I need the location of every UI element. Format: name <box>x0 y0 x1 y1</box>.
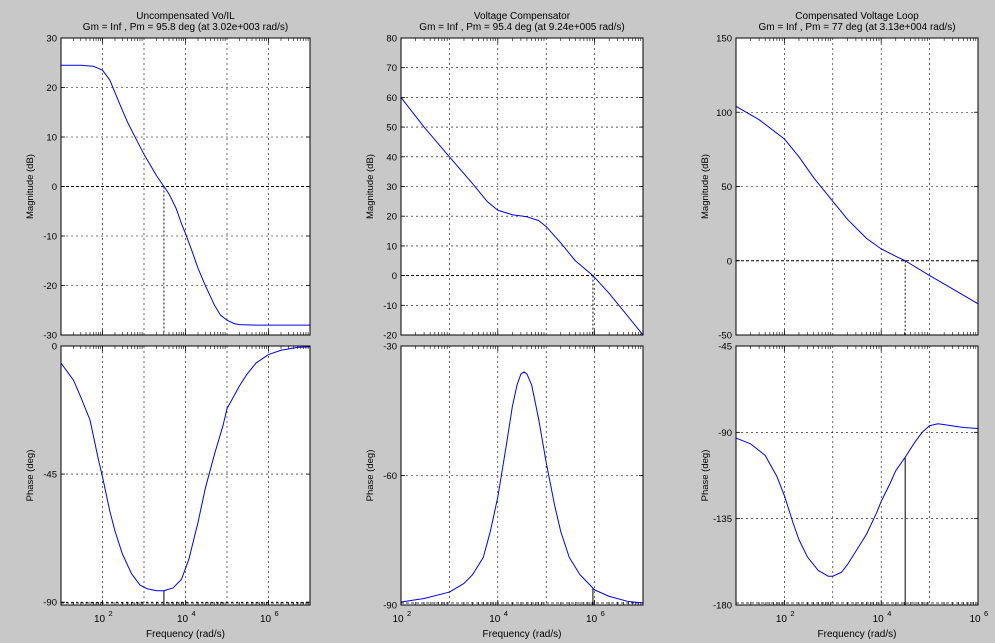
x-tick-label-base: 10 <box>392 614 404 625</box>
y-tick-label: 60 <box>386 93 397 104</box>
y-axis-label: Magnitude (dB) <box>700 154 711 219</box>
phase-curve <box>400 371 644 604</box>
axes-frame <box>735 37 979 336</box>
y-tick-label: 20 <box>46 83 57 94</box>
axes-frame <box>735 345 979 606</box>
y-axis-label: Magnitude (dB) <box>365 154 376 219</box>
y-tick-label: 0 <box>52 182 57 193</box>
y-tick-label: -10 <box>383 301 397 312</box>
magnitude-axes: 80 70 60 50 40 30 20 10 0 -10 -20 Magnitude (dB) <box>365 34 644 342</box>
y-tick-label: -30 <box>43 331 57 342</box>
y-tick-label: -50 <box>718 331 732 342</box>
axes-frame <box>400 345 644 606</box>
x-tick-label-base: 10 <box>260 614 272 625</box>
magnitude-axes: 30 20 10 0 -10 -20 -30 Magnitude (dB) <box>25 34 311 342</box>
x-tick-label: 102 <box>94 609 113 625</box>
y-tick-label: -30 <box>383 342 397 353</box>
y-tick-label: 50 <box>386 123 397 134</box>
axes-frame <box>60 37 311 336</box>
y-tick-label: -90 <box>383 601 397 612</box>
panel-title: Voltage Compensator <box>474 11 571 22</box>
panel-subtitle: Gm = Inf , Pm = 95.8 deg (at 3.02e+003 r… <box>83 22 288 33</box>
x-tick-label-base: 10 <box>969 614 981 625</box>
x-tick-label: 106 <box>969 609 988 625</box>
y-axis-label: Phase (deg) <box>25 450 36 502</box>
panel-subtitle: Gm = Inf , Pm = 95.4 deg (at 9.24e+005 r… <box>419 22 624 33</box>
x-tick-label-exponent: 6 <box>275 609 279 618</box>
phase-axes: -30 -60 -90 Phase (deg) <box>365 342 644 612</box>
magnitude-curve <box>61 64 310 326</box>
x-tick-label-base: 10 <box>94 614 106 625</box>
y-tick-label: -180 <box>713 601 732 612</box>
y-tick-label: 0 <box>727 256 732 267</box>
y-tick-label: -45 <box>43 470 57 481</box>
x-tick-label: 102 <box>776 609 795 625</box>
x-tick-label: 106 <box>586 609 605 625</box>
y-tick-label: 40 <box>386 152 397 163</box>
y-tick-label: -60 <box>383 471 397 482</box>
y-axis-label: Phase (deg) <box>365 450 376 502</box>
y-axis-label: Magnitude (dB) <box>25 154 36 219</box>
phase-axes: 0 -45 -90 Phase (deg) <box>25 342 311 609</box>
x-tick-label-exponent: 4 <box>192 609 196 618</box>
x-tick-label-exponent: 2 <box>109 609 113 618</box>
panel-title: Uncompensated Vo/IL <box>136 11 235 22</box>
magnitude-curve <box>400 97 644 336</box>
axes-frame <box>60 345 311 606</box>
y-tick-label: 30 <box>46 34 57 45</box>
magnitude-curve <box>735 105 979 305</box>
y-tick-label: -20 <box>43 281 57 292</box>
y-tick-label: 0 <box>392 271 397 282</box>
panel-title: Compensated Voltage Loop <box>795 11 919 22</box>
y-tick-label: 150 <box>716 34 732 45</box>
y-tick-label: 10 <box>386 241 397 252</box>
x-tick-label: 104 <box>489 609 508 625</box>
axes-frame <box>400 37 644 336</box>
y-tick-label: 20 <box>386 212 397 223</box>
phase-curve <box>60 346 311 592</box>
x-tick-label-base: 10 <box>177 614 189 625</box>
x-axis-label: Frequency (rad/s) <box>146 629 225 640</box>
y-tick-label: -20 <box>383 331 397 342</box>
phase-curve <box>735 423 979 577</box>
x-tick-label: 104 <box>177 609 196 625</box>
y-tick-label: 70 <box>386 63 397 74</box>
y-tick-label: 100 <box>716 108 732 119</box>
x-tick-label-exponent: 2 <box>407 609 411 618</box>
y-tick-label: -90 <box>718 428 732 439</box>
x-tick-label-exponent: 6 <box>984 609 988 618</box>
x-tick-label: 102 <box>392 609 411 625</box>
x-tick-label-base: 10 <box>776 614 788 625</box>
y-tick-label: 50 <box>721 182 732 193</box>
phase-axes: -45 -90 -135 -180 Phase (deg) <box>700 342 979 612</box>
y-axis-label: Phase (deg) <box>700 450 711 502</box>
y-tick-label: 0 <box>52 342 57 353</box>
x-tick-label-base: 10 <box>586 614 598 625</box>
panel-subtitle: Gm = Inf , Pm = 77 deg (at 3.13e+004 rad… <box>758 22 955 33</box>
x-tick-label-exponent: 4 <box>887 609 891 618</box>
y-tick-label: 30 <box>386 182 397 193</box>
x-tick-label: 106 <box>260 609 279 625</box>
y-tick-label: -10 <box>43 232 57 243</box>
x-tick-label-base: 10 <box>489 614 501 625</box>
x-tick-label-exponent: 6 <box>601 609 605 618</box>
x-axis-label: Frequency (rad/s) <box>818 629 897 640</box>
x-tick-label-exponent: 4 <box>504 609 508 618</box>
magnitude-axes: 150 100 50 0 -50 Magnitude (dB) <box>700 34 979 342</box>
y-tick-label: -135 <box>713 514 732 525</box>
y-tick-label: 80 <box>386 34 397 45</box>
y-tick-label: -90 <box>43 598 57 609</box>
y-tick-label: -45 <box>718 342 732 353</box>
x-tick-label-base: 10 <box>873 614 885 625</box>
x-axis-label: Frequency (rad/s) <box>483 629 562 640</box>
x-tick-label: 104 <box>873 609 892 625</box>
x-tick-label-exponent: 2 <box>790 609 794 618</box>
y-tick-label: 10 <box>46 133 57 144</box>
plot-area <box>736 346 978 605</box>
